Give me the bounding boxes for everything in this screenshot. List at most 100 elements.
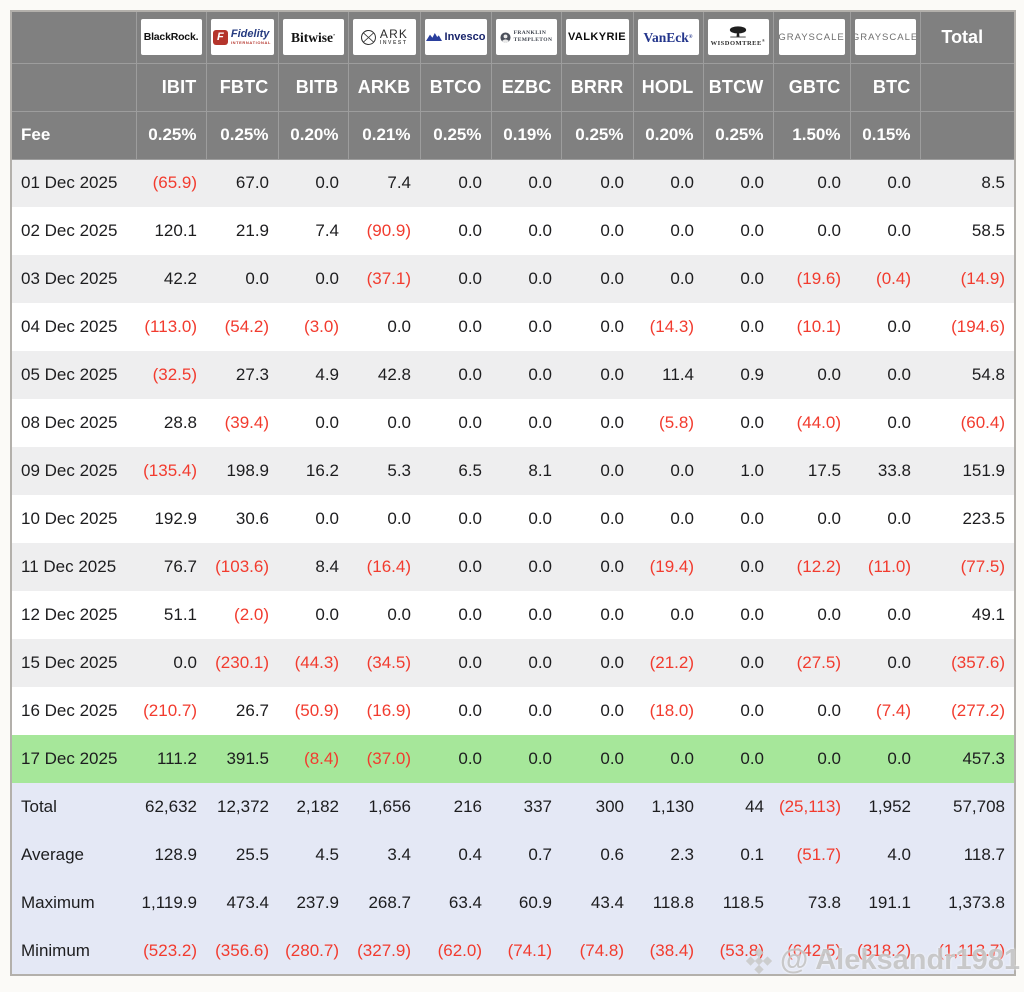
value-GBTC: (10.1) xyxy=(796,317,841,336)
summary-FBTC: 473.4 xyxy=(226,893,269,912)
value-FBTC: 0.0 xyxy=(245,269,269,288)
row-total-cell: (357.6) xyxy=(951,653,1005,672)
logo-cell-BTCO: Invesco xyxy=(419,10,492,64)
summary-BTC: 4.0 xyxy=(887,845,911,864)
fee-GBTC: 1.50% xyxy=(772,110,851,160)
date-cell: 04 Dec 2025 xyxy=(21,317,118,336)
row-total-cell: (77.5) xyxy=(960,557,1005,576)
value-IBIT: 42.2 xyxy=(163,269,197,288)
summary-BITB: (280.7) xyxy=(285,940,339,960)
value-BITB: 16.2 xyxy=(305,461,339,480)
logo-cell-FBTC: F Fidelity INTERNATIONAL xyxy=(205,10,279,64)
summary-FBTC: 12,372 xyxy=(217,797,269,816)
provider-logo-row: BlackRock. F Fidelity INTERNATIONAL Bitwise’… xyxy=(10,10,1016,64)
summary-label: Maximum xyxy=(21,893,95,912)
value-GBTC: 0.0 xyxy=(817,173,841,193)
value-BRRR: 0.0 xyxy=(600,749,624,768)
summary-BITB: 2,182 xyxy=(296,797,339,816)
date-cell: 01 Dec 2025 xyxy=(21,173,118,193)
value-BRRR: 0.0 xyxy=(600,317,624,336)
value-ARKB: 7.4 xyxy=(387,173,411,193)
fee-IBIT: 0.25% xyxy=(135,110,207,160)
flow-row: 11 Dec 2025 76.7 (103.6) 8.4 (16.4) 0.0 0.0 0.0… xyxy=(11,543,1015,591)
fee-row-label: Fee xyxy=(10,110,137,160)
date-cell: 15 Dec 2025 xyxy=(21,653,118,672)
grayscale-logo: GRAYSCALE xyxy=(778,31,845,43)
date-cell: 11 Dec 2025 xyxy=(21,557,117,576)
value-FBTC: (230.1) xyxy=(215,653,269,672)
total-fee-cell xyxy=(919,110,1016,160)
value-GBTC: 0.0 xyxy=(817,221,841,240)
value-BTCW: 0.0 xyxy=(740,509,764,528)
value-BTCW: 1.0 xyxy=(740,461,764,480)
value-BRRR: 0.0 xyxy=(600,269,624,288)
ark-invest-logo: ARK INVEST xyxy=(360,28,408,46)
date-cell: 03 Dec 2025 xyxy=(21,269,118,288)
ticker-IBIT: IBIT xyxy=(135,62,207,112)
summary-label: Total xyxy=(21,797,57,816)
logo-cell-EZBC: FRANKLIN TEMPLETON xyxy=(490,10,562,64)
value-BRRR: 0.0 xyxy=(600,557,624,576)
summary-EZBC: 337 xyxy=(523,797,552,816)
value-IBIT: (113.0) xyxy=(144,317,197,336)
value-EZBC: 0.0 xyxy=(528,557,552,576)
value-BRRR: 0.0 xyxy=(600,413,624,432)
row-total-cell: 58.5 xyxy=(971,221,1005,240)
value-IBIT: (135.4) xyxy=(143,461,197,480)
value-BITB: 4.9 xyxy=(315,365,339,384)
fee-BTCW: 0.25% xyxy=(702,110,774,160)
value-BTCW: 0.0 xyxy=(740,653,764,672)
fee-row: Fee 0.25% 0.25% 0.20% 0.21% 0.25% 0.19% 0.25% 0.… xyxy=(10,110,1016,160)
value-GBTC: (19.6) xyxy=(796,269,841,288)
value-HODL: (5.8) xyxy=(659,413,694,432)
value-BTCO: 0.0 xyxy=(458,269,482,288)
flow-row: 05 Dec 2025 (32.5) 27.3 4.9 42.8 0.0 0.0 0.0 11.… xyxy=(11,351,1015,399)
value-BTCO: 0.0 xyxy=(458,221,482,240)
fee-ARKB: 0.21% xyxy=(347,110,421,160)
value-GBTC: (12.2) xyxy=(796,557,841,576)
value-BITB: (3.0) xyxy=(304,317,339,336)
summary-FBTC: 25.5 xyxy=(235,845,269,864)
value-ARKB: 0.0 xyxy=(387,509,411,528)
value-BTCW: 0.0 xyxy=(740,749,764,768)
value-ARKB: (90.9) xyxy=(366,221,411,240)
value-ARKB: (34.5) xyxy=(366,653,411,672)
flow-row: 09 Dec 2025 (135.4) 198.9 16.2 5.3 6.5 8.1 0.0 0… xyxy=(11,447,1015,495)
value-ARKB: 0.0 xyxy=(387,413,411,432)
value-FBTC: 30.6 xyxy=(235,509,269,528)
value-HODL: (18.0) xyxy=(649,701,694,720)
value-ARKB: 42.8 xyxy=(377,365,411,384)
blackrock-logo: BlackRock. xyxy=(143,31,199,43)
value-BTCO: 0.0 xyxy=(458,701,482,720)
ticker-ARKB: ARKB xyxy=(347,62,421,112)
summary-row: Maximum 1,119.9 473.4 237.9 268.7 63.4 60.9 43.… xyxy=(11,879,1015,927)
table-header: BlackRock. F Fidelity INTERNATIONAL Bitwise’… xyxy=(10,10,1016,160)
flow-row: 01 Dec 2025 (65.9) 67.0 0.0 7.4 0.0 0.0 0.0 0.0 0… xyxy=(11,159,1015,207)
etf-flow-table-container: BlackRock. F Fidelity INTERNATIONAL Bitwise’… xyxy=(10,10,1016,976)
value-BTCW: 0.0 xyxy=(740,413,764,432)
date-cell: 02 Dec 2025 xyxy=(21,221,118,240)
ticker-row: IBIT FBTC BITB ARKB BTCO EZBC BRRR HODL BTCW GBTC… xyxy=(10,62,1016,112)
value-GBTC: 17.5 xyxy=(807,461,841,480)
summary-HODL: 118.8 xyxy=(652,893,694,912)
row-total-cell: 49.1 xyxy=(971,605,1005,624)
value-EZBC: 0.0 xyxy=(528,749,552,768)
row-total-cell: 8.5 xyxy=(981,173,1005,193)
value-BTC: 0.0 xyxy=(887,749,911,768)
fee-HODL: 0.20% xyxy=(632,110,704,160)
flow-row: 10 Dec 2025 192.9 30.6 0.0 0.0 0.0 0.0 0.0 0.0 0.… xyxy=(11,495,1015,543)
logo-cell-BTC: GRAYSCALE xyxy=(849,10,921,64)
value-BITB: (44.3) xyxy=(294,653,339,672)
value-FBTC: (103.6) xyxy=(215,557,269,576)
value-IBIT: (210.7) xyxy=(143,701,197,720)
value-HODL: 0.0 xyxy=(670,269,694,288)
value-BRRR: 0.0 xyxy=(600,221,624,240)
flow-row: 16 Dec 2025 (210.7) 26.7 (50.9) (16.9) 0.0 0.0… xyxy=(11,687,1015,735)
wisdomtree-tree-icon xyxy=(727,26,749,38)
value-IBIT: 111.2 xyxy=(156,749,197,768)
summary-BRRR: 43.4 xyxy=(590,893,624,912)
value-FBTC: 21.9 xyxy=(235,221,269,240)
flow-row: 03 Dec 2025 42.2 0.0 0.0 (37.1) 0.0 0.0 0.0 0.0 0… xyxy=(11,255,1015,303)
flow-row: 08 Dec 2025 28.8 (39.4) 0.0 0.0 0.0 0.0 0.0 (5.8… xyxy=(11,399,1015,447)
summary-BRRR: (74.8) xyxy=(579,940,624,960)
